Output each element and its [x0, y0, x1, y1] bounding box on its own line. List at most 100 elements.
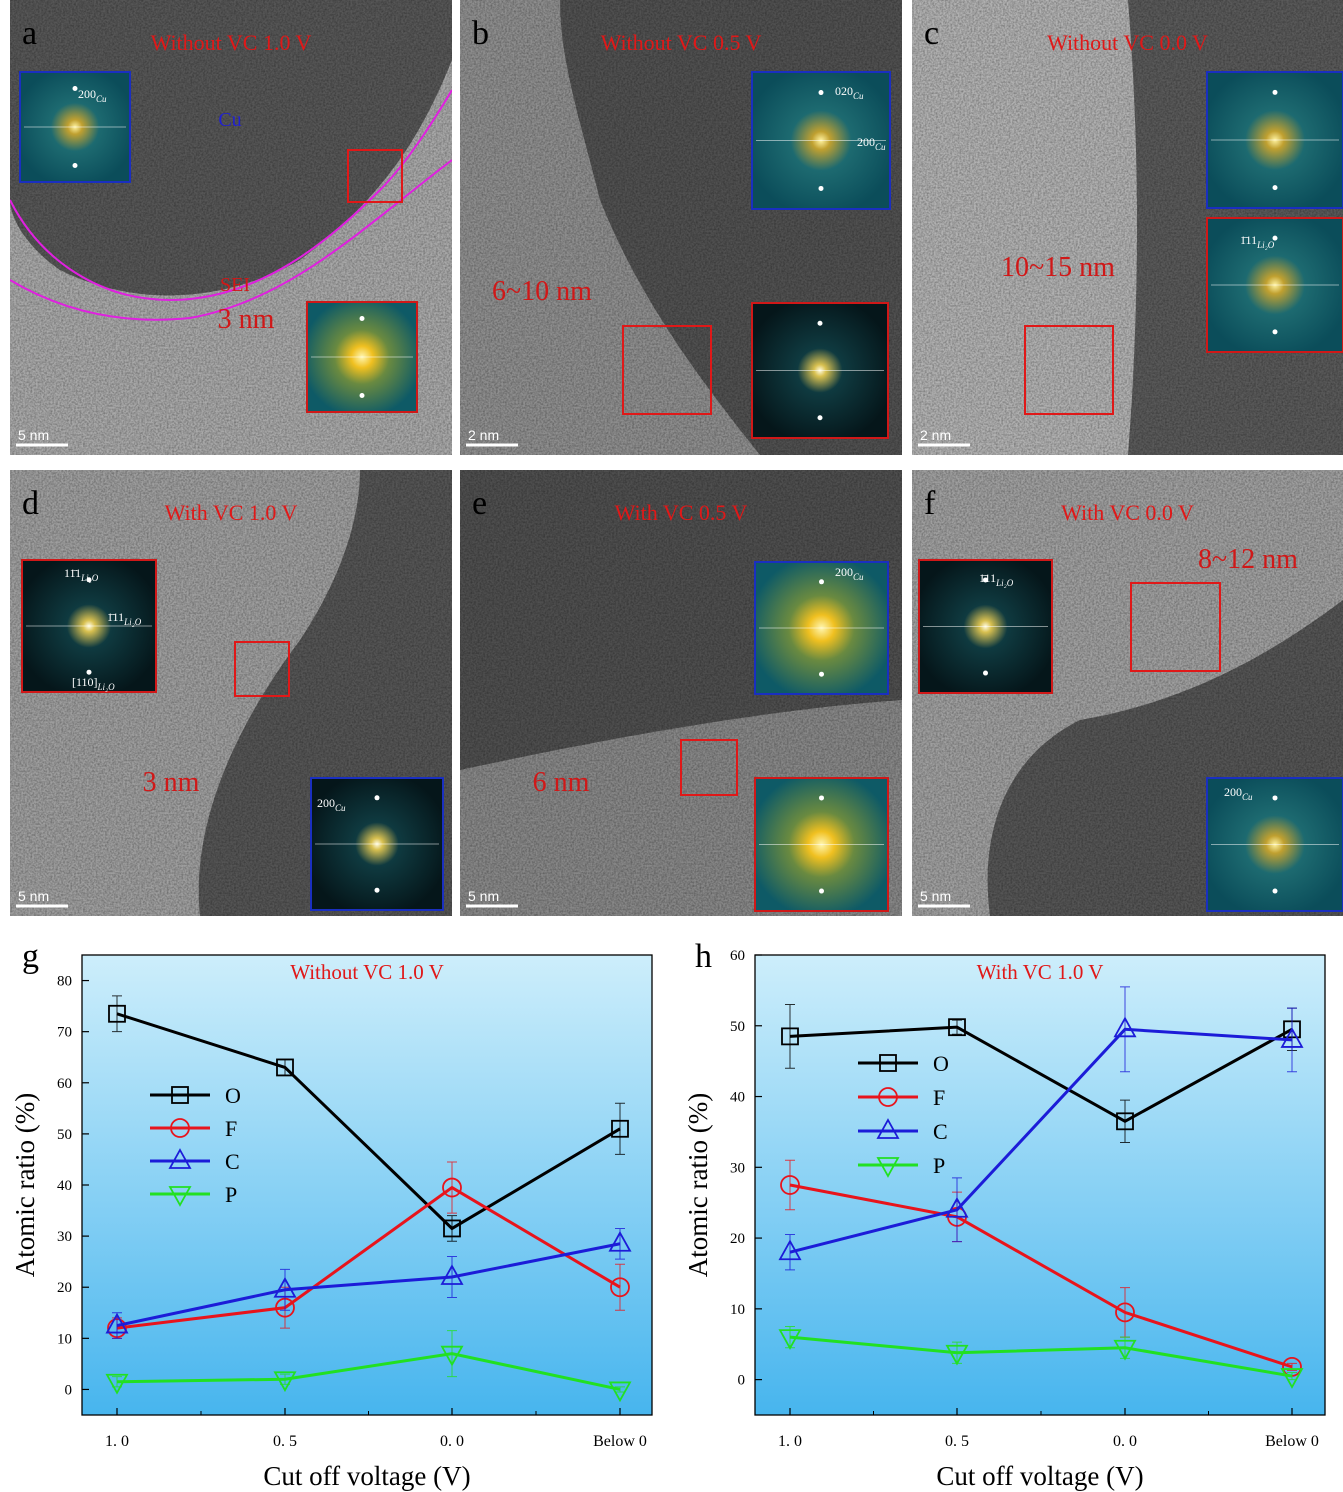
- fft-spot: [819, 186, 824, 191]
- fft-spot: [375, 795, 380, 800]
- inset-label-sub: Cu: [853, 91, 864, 101]
- panel-letter: f: [924, 485, 936, 522]
- fft-spot: [1273, 185, 1278, 190]
- x-tick-label: 0. 0: [1113, 1433, 1137, 1450]
- legend-label: C: [225, 1149, 240, 1174]
- y-tick-label: 10: [57, 1331, 72, 1347]
- y-tick-label: 20: [57, 1280, 72, 1296]
- inset-label-sub: Cu: [335, 803, 346, 813]
- inset-label-text: [110]: [72, 675, 98, 689]
- fft-spot: [819, 795, 824, 800]
- annotation: 3 nm: [218, 304, 275, 335]
- inset-label-text: 1̄11: [979, 571, 996, 585]
- scale-label: 5 nm: [18, 427, 49, 443]
- inset-label-sub: Cu: [1242, 792, 1253, 802]
- y-tick-label: 40: [730, 1090, 745, 1106]
- inset-label-text: 200: [1224, 785, 1242, 799]
- fft-spot: [818, 415, 823, 420]
- y-tick-label: 30: [57, 1229, 72, 1245]
- panel-title: With VC 1.0 V: [165, 500, 298, 525]
- inset-label-sub: Cu: [853, 572, 864, 582]
- inset-label-sub: Li₂O: [97, 682, 116, 692]
- chart-title: With VC 1.0 V: [977, 960, 1104, 984]
- fft-spot: [818, 321, 823, 326]
- inset-label-text: 1̄11: [1240, 233, 1257, 247]
- x-axis-label: Cut off voltage (V): [263, 1461, 470, 1491]
- panel-title: With VC 0.0 V: [1061, 500, 1194, 525]
- annotation: 6 nm: [533, 767, 590, 798]
- x-tick-label: 0. 5: [945, 1433, 969, 1450]
- annotation: SEI: [220, 274, 250, 296]
- fft-spot: [73, 163, 78, 168]
- y-tick-label: 40: [57, 1178, 72, 1194]
- inset-label-sub: Li₂O: [80, 573, 99, 583]
- x-tick-label: 0. 0: [440, 1433, 464, 1450]
- legend-label: O: [225, 1083, 241, 1108]
- tem-image: eWith VC 0.5 V6 nm5 nm200Cu: [460, 470, 902, 916]
- x-tick-label: Below 0: [593, 1433, 647, 1450]
- scale-label: 5 nm: [18, 888, 49, 904]
- plot-background: [82, 955, 652, 1415]
- inset-label-text: 11̄1: [64, 566, 81, 580]
- legend-label: O: [933, 1051, 949, 1076]
- inset-label-text: 200: [317, 796, 335, 810]
- x-tick-label: 1. 0: [778, 1433, 802, 1450]
- x-axis-label: Cut off voltage (V): [936, 1461, 1143, 1491]
- panel-letter: c: [924, 15, 939, 52]
- annotation: Cu: [218, 109, 241, 131]
- x-tick-label: Below 0: [1265, 1433, 1319, 1450]
- legend-label: P: [225, 1182, 237, 1207]
- x-tick-label: 0. 5: [273, 1433, 297, 1450]
- y-axis-label: Atomic ratio (%): [683, 1093, 713, 1277]
- inset-label-text: 1̄11: [107, 610, 124, 624]
- inset-label-text: 200: [835, 565, 853, 579]
- fft-spot: [1273, 795, 1278, 800]
- panel-title: Without VC 1.0 V: [151, 30, 312, 55]
- legend-label: F: [933, 1085, 945, 1110]
- y-tick-label: 70: [57, 1025, 72, 1041]
- fft-spot: [819, 90, 824, 95]
- y-tick-label: 10: [730, 1302, 745, 1318]
- y-tick-label: 50: [57, 1127, 72, 1143]
- tem-image: bWithout VC 0.5 V6~10 nm2 nm020Cu200Cu: [460, 0, 902, 455]
- fft-spot: [819, 672, 824, 677]
- fft-spot: [87, 670, 92, 675]
- inset-label-sub: Li₂O: [1256, 240, 1275, 250]
- panel-letter: a: [22, 15, 37, 52]
- scale-label: 2 nm: [468, 427, 499, 443]
- inset-label-sub: Cu: [96, 94, 107, 104]
- inset-label-sub: Li₂O: [995, 578, 1014, 588]
- y-tick-label: 0: [65, 1382, 73, 1398]
- fft-spot: [1273, 90, 1278, 95]
- inset-label-text: 020: [835, 84, 853, 98]
- panel-title: With VC 0.5 V: [615, 500, 748, 525]
- tem-image: f With VC 0.0 V8~12 nm 5 nm 1̄11Li₂O 200Cu: [912, 470, 1343, 916]
- inset-label-sub: Li₂O: [123, 617, 142, 627]
- fft-spot: [375, 888, 380, 893]
- annotation: 8~12 nm: [1198, 544, 1298, 575]
- panel-letter: h: [695, 938, 712, 975]
- plot-background: [755, 955, 1325, 1415]
- inset-label-sub: Cu: [875, 142, 886, 152]
- page: aWithout VC 1.0 VCuSEI3 nm5 nm200CubWith…: [0, 0, 1343, 1492]
- y-tick-label: 80: [57, 974, 72, 990]
- chart: hWith VC 1.0 V01020304050601. 00. 50. 0B…: [683, 938, 1325, 1491]
- fft-spot: [983, 671, 988, 676]
- y-tick-label: 20: [730, 1231, 745, 1247]
- annotation: 10~15 nm: [1001, 252, 1115, 283]
- y-tick-label: 50: [730, 1019, 745, 1035]
- scale-label: 5 nm: [920, 888, 951, 904]
- y-axis-label: Atomic ratio (%): [10, 1093, 40, 1277]
- x-tick-label: 1. 0: [105, 1433, 129, 1450]
- figure: aWithout VC 1.0 VCuSEI3 nm5 nm200CubWith…: [0, 0, 1343, 1492]
- inset-label-text: 200: [78, 87, 96, 101]
- panel-title: Without VC 0.5 V: [601, 30, 762, 55]
- panel-letter: b: [472, 15, 489, 52]
- legend-label: C: [933, 1119, 948, 1144]
- y-tick-label: 0: [738, 1373, 746, 1389]
- scale-label: 2 nm: [920, 427, 951, 443]
- fft-spot: [360, 316, 365, 321]
